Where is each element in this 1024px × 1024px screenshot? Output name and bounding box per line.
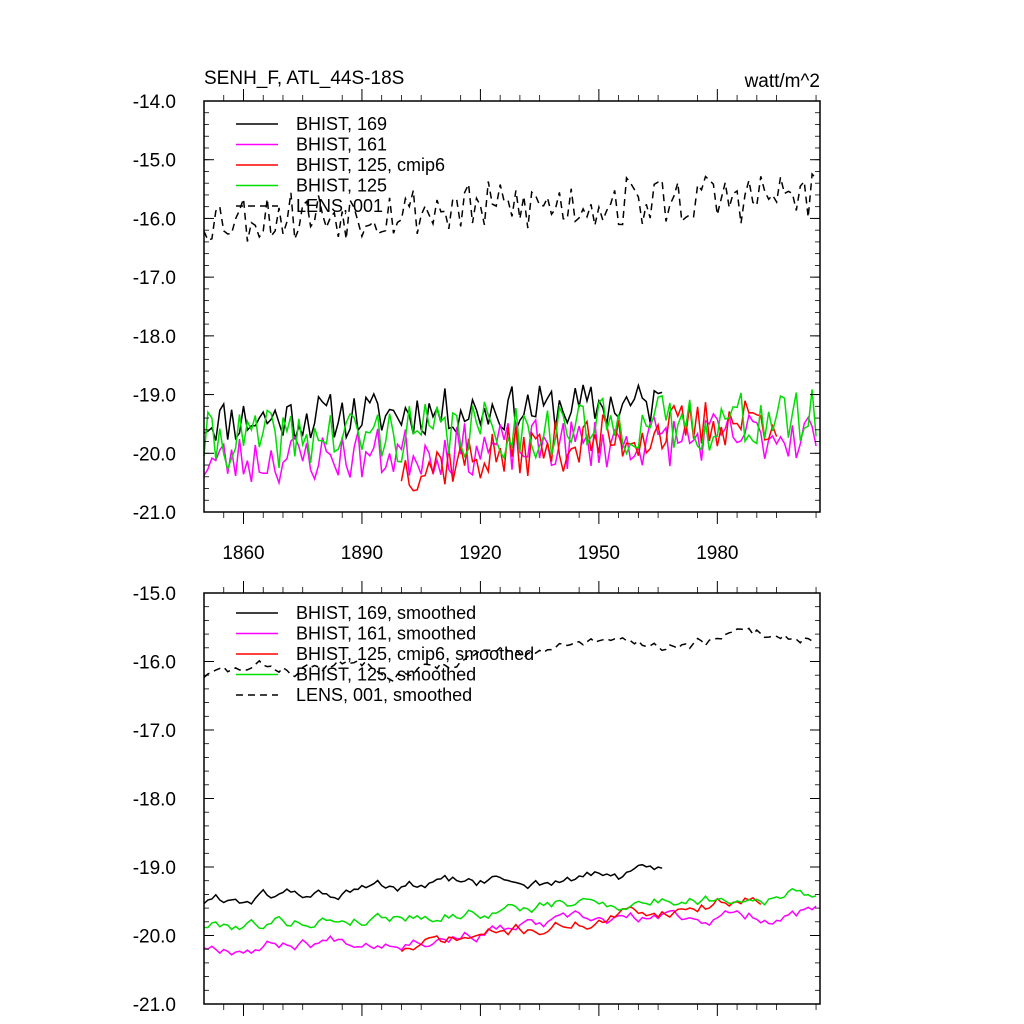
series-line-4	[204, 887, 817, 931]
legend-label-3: BHIST, 125, cmip6	[296, 155, 445, 175]
legend-label-1: BHIST, 169	[296, 114, 387, 134]
series-line-1	[203, 863, 663, 905]
series-line-3	[400, 896, 762, 953]
units-label: watt/m^2	[744, 71, 820, 92]
y-tick-label: -15.0	[133, 151, 176, 172]
top-panel-lines	[203, 172, 817, 492]
y-tick-label: -16.0	[133, 209, 176, 230]
series-line-4	[203, 389, 817, 472]
y-tick-label: -19.0	[133, 386, 176, 407]
y-tick-label: -21.0	[133, 503, 176, 524]
y-tick-label: -15.0	[133, 584, 176, 605]
series-line-1	[203, 382, 663, 441]
y-tick-label: -17.0	[133, 721, 176, 742]
y-tick-label: -18.0	[133, 790, 176, 811]
legend-label-2: BHIST, 161, smoothed	[296, 624, 476, 644]
legend-label-5: LENS, 001, smoothed	[296, 685, 472, 705]
bottom-panel-ticks: -15.0 -16.0 -17.0 -18.0 -19.0 -20.0 -21.0	[133, 581, 820, 1016]
series-line-3	[400, 400, 778, 492]
y-tick-label: -20.0	[133, 444, 176, 465]
y-tick-label: -17.0	[133, 268, 176, 289]
legend-label-3: BHIST, 125, cmip6, smoothed	[296, 644, 534, 664]
y-tick-label: -19.0	[133, 858, 176, 879]
y-tick-label: -20.0	[133, 927, 176, 948]
y-tick-label: -16.0	[133, 653, 176, 674]
x-tick-label: 1950	[578, 543, 620, 564]
legend-label-2: BHIST, 161	[296, 135, 387, 155]
series-line-2	[203, 905, 817, 956]
chart-title: SENH_F, ATL_44S-18S	[204, 68, 404, 89]
series-line-5	[203, 627, 817, 683]
top-panel: -14.0 -15.0 -16.0 -17.0 -18.0 -19.0 -20.0 -21.0…	[133, 89, 821, 564]
y-tick-label: -18.0	[133, 327, 176, 348]
legend-label-1: BHIST, 169, smoothed	[296, 603, 476, 623]
legend-label-4: BHIST, 125, smoothed	[296, 665, 476, 685]
legend-label-4: BHIST, 125	[296, 176, 387, 196]
x-tick-label: 1920	[459, 543, 501, 564]
bottom-panel-lines	[203, 627, 817, 956]
series-line-5	[203, 172, 817, 242]
bottom-panel: -15.0 -16.0 -17.0 -18.0 -19.0 -20.0 -21.0 BHIS…	[133, 581, 821, 1016]
x-tick-label: 1860	[222, 543, 264, 564]
top-panel-ticks: -14.0 -15.0 -16.0 -17.0 -18.0 -19.0 -20.0 -21.0…	[133, 89, 820, 564]
legend-label-5: LENS, 001	[296, 196, 383, 216]
y-tick-label: -21.0	[133, 995, 176, 1016]
top-plot-frame	[203, 100, 821, 513]
y-tick-label: -14.0	[133, 92, 176, 113]
x-tick-label: 1890	[341, 543, 383, 564]
x-tick-label: 1980	[696, 543, 738, 564]
